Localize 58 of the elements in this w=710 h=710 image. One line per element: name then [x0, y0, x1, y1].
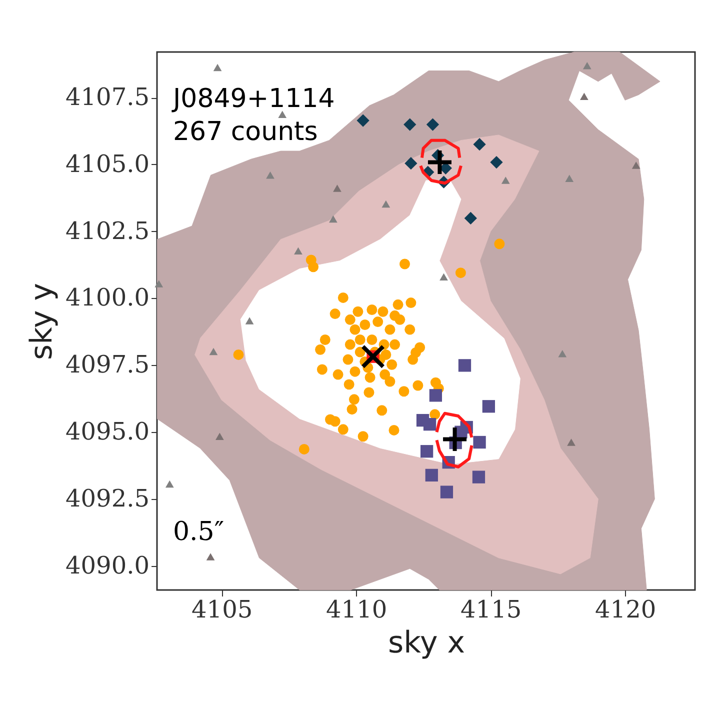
x-tick-label: 4105 [192, 596, 253, 624]
x-tick-label: 4120 [595, 596, 656, 624]
y-tick-label: 4097.5 [66, 350, 150, 379]
point [632, 162, 640, 169]
point [443, 428, 467, 452]
point [382, 200, 390, 208]
point [154, 280, 164, 288]
point [473, 436, 486, 449]
point [329, 215, 338, 223]
point [333, 184, 342, 192]
point [440, 486, 454, 498]
point [490, 156, 503, 169]
point [567, 438, 576, 446]
point [440, 273, 448, 280]
point [464, 212, 477, 225]
point [356, 114, 370, 127]
point [582, 62, 592, 70]
y-tick-label: 4090.0 [66, 551, 150, 580]
point [428, 150, 452, 174]
y-axis-title: sky y [24, 283, 60, 360]
point [215, 432, 224, 440]
point [213, 64, 222, 72]
point [404, 157, 418, 170]
x-tick-label: 4115 [460, 596, 522, 624]
y-tick-label: 4095.0 [66, 418, 150, 446]
point [472, 470, 486, 484]
point [458, 359, 472, 372]
point [429, 389, 442, 402]
x-axis-title: sky x [388, 626, 465, 660]
y-tick-label: 4092.5 [66, 484, 150, 512]
point [580, 92, 588, 100]
annotation: 0.5″ [173, 517, 224, 547]
point [209, 348, 218, 356]
point [165, 480, 174, 488]
point [501, 176, 510, 184]
point [423, 418, 436, 431]
point [362, 346, 384, 368]
y-tick-label: 4105.0 [66, 150, 150, 178]
y-tick-label: 4100.0 [66, 284, 150, 312]
point [482, 400, 495, 413]
text: J0849+1114 [171, 84, 335, 114]
point [565, 174, 574, 182]
y-tick-label: 4107.5 [66, 83, 150, 111]
y-tick-label: 4102.5 [66, 216, 150, 245]
point [294, 247, 302, 254]
line-series [435, 412, 474, 439]
point [266, 172, 274, 179]
point [558, 350, 567, 358]
point [425, 468, 438, 482]
x-tick-label: 4110 [326, 596, 388, 624]
point [404, 118, 416, 131]
text: 267 counts [173, 117, 318, 147]
line-series [435, 438, 474, 468]
point [473, 138, 486, 151]
point [245, 317, 254, 324]
point [206, 553, 215, 560]
point [426, 118, 440, 131]
point [420, 445, 434, 458]
